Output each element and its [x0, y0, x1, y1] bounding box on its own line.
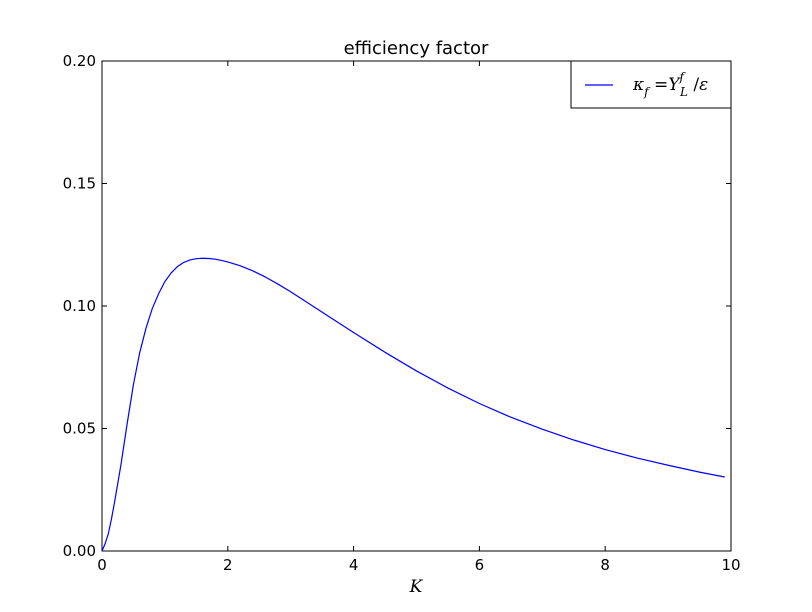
legend: κf =Yf L /ε [570, 60, 732, 109]
series-lines [101, 257, 725, 552]
x-tick-label: 6 [475, 556, 485, 574]
x-tick-label: 0 [97, 556, 107, 574]
x-axis-label: K [409, 577, 424, 597]
axis-ticks: 0 2 4 6 8 10 0.00 0.05 0.10 0.15 0.20 [63, 52, 741, 574]
y-tick-label: 0.15 [63, 175, 96, 193]
chart-title: efficiency factor [344, 38, 489, 59]
y-tick-label: 0.20 [63, 52, 96, 70]
x-tick-label: 10 [721, 556, 740, 574]
y-tick-label: 0.05 [63, 420, 96, 438]
series-line-efficiency-factor [101, 257, 725, 552]
x-tick-label: 2 [223, 556, 233, 574]
y-tick-label: 0.00 [63, 542, 96, 560]
x-tick-label: 8 [600, 556, 610, 574]
x-tick-label: 4 [349, 556, 359, 574]
legend-label: κf =Yf L /ε [632, 70, 708, 99]
y-tick-label: 0.10 [63, 297, 96, 315]
